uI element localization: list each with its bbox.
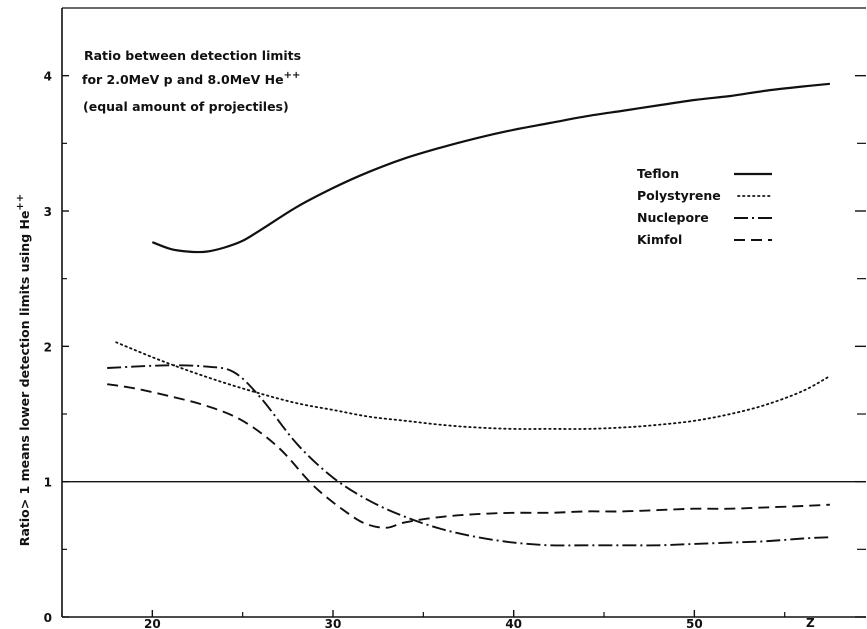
y-tick-label-0: 0 <box>44 611 52 625</box>
series-line-kimfol <box>107 383 830 529</box>
y-tick-label-1: 1 <box>44 476 52 490</box>
annotation-line-1: Ratio between detection limits <box>84 48 301 63</box>
y-axis-label-main: Ratio> 1 means lower detection limits us… <box>17 211 32 547</box>
x-axis-label: Z <box>806 616 815 629</box>
legend-label-nuclepore: Nuclepore <box>637 210 709 225</box>
ticks-layer: 0 1 2 3 4 20 30 40 50 <box>44 70 866 629</box>
y-axis-label-superscript: ++ <box>15 194 26 211</box>
y-tick-label-2: 2 <box>44 340 52 354</box>
y-tick-label-3: 3 <box>44 205 52 219</box>
series-line-nuclepore <box>107 364 830 547</box>
annotation-line-2-superscript: ++ <box>284 70 301 81</box>
annotation-line-3: (equal amount of projectiles) <box>83 99 289 114</box>
legend-label-kimfol: Kimfol <box>637 232 682 247</box>
annotation: Ratio between detection limits for 2.0Me… <box>82 48 301 114</box>
x-tick-label-50: 50 <box>686 617 703 629</box>
legend-label-polystyrene: Polystyrene <box>637 188 721 203</box>
annotation-line-2-main: for 2.0MeV p and 8.0MeV He <box>82 72 284 87</box>
series-layer <box>107 82 831 547</box>
legend: Teflon Polystyrene Nuclepore Kimfol <box>637 166 773 247</box>
x-tick-label-20: 20 <box>144 617 161 629</box>
series-line-polystyrene <box>115 341 831 430</box>
x-tick-label-30: 30 <box>325 617 342 629</box>
y-tick-label-4: 4 <box>44 70 52 84</box>
annotation-line-2: for 2.0MeV p and 8.0MeV He++ <box>82 70 300 87</box>
series-line-teflon <box>151 82 830 254</box>
legend-label-teflon: Teflon <box>637 166 679 181</box>
y-axis-label: Ratio> 1 means lower detection limits us… <box>15 194 32 546</box>
x-tick-label-40: 40 <box>505 617 522 629</box>
